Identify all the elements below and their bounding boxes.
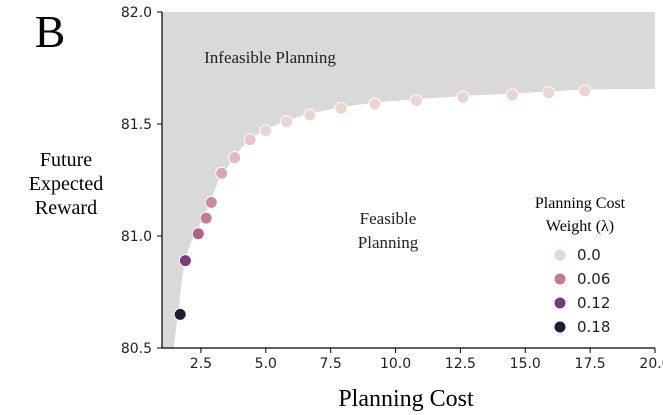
data-point-6 (228, 151, 242, 165)
y-axis-label-line2: Expected (29, 173, 103, 195)
legend-title-line2: Weight (λ) (546, 218, 614, 235)
x-tick-label-0: 2.5 (190, 356, 212, 372)
plot-area (162, 12, 655, 349)
legend-label-0: 0.0 (577, 246, 601, 264)
x-tick-label-3: 10.0 (380, 356, 411, 372)
data-point-14 (456, 90, 470, 104)
data-point-7 (243, 133, 257, 147)
data-point-16 (542, 86, 556, 100)
axes: 2.5 5.0 7.5 10.0 12.5 15.0 17.5 20.0 80.5 81.0 81.… (121, 5, 663, 372)
x-tick-label-4: 12.5 (445, 356, 476, 372)
legend-title-line1: Planning Cost (535, 195, 626, 212)
x-tick-label-1: 5.0 (255, 356, 277, 372)
data-point-10 (303, 108, 317, 122)
x-tick-label-6: 17.5 (575, 356, 606, 372)
data-point-0 (173, 307, 187, 321)
feasible-annotation-line1: Feasible (360, 209, 417, 228)
legend-label-2: 0.12 (577, 294, 610, 312)
panel-label: B (35, 6, 66, 57)
data-point-2 (191, 227, 205, 241)
legend-marker-1 (554, 273, 566, 285)
y-tick-label-2: 81.5 (121, 117, 152, 133)
data-point-17 (578, 84, 592, 98)
legend: Planning Cost Weight (λ) 0.0 0.06 0.12 0.18 (535, 195, 626, 336)
data-point-11 (334, 101, 348, 115)
frontier-line (173, 89, 655, 349)
x-tick-label-7: 20.0 (639, 356, 663, 372)
data-point-1 (178, 254, 192, 268)
legend-label-1: 0.06 (577, 270, 610, 288)
legend-marker-2 (554, 297, 566, 309)
data-point-9 (280, 115, 294, 129)
data-point-13 (409, 93, 423, 107)
data-point-8 (259, 124, 273, 138)
infeasible-annotation: Infeasible Planning (204, 48, 336, 67)
feasible-annotation-line2: Planning (358, 233, 419, 252)
x-axis-label: Planning Cost (338, 386, 474, 412)
data-points (173, 84, 592, 321)
legend-entries: 0.0 0.06 0.12 0.18 (554, 246, 610, 336)
y-tick-label-3: 82.0 (121, 5, 152, 21)
y-tick-label-0: 80.5 (121, 341, 152, 357)
y-axis-label-line1: Future (40, 149, 92, 171)
data-point-15 (505, 88, 519, 102)
infeasible-region (162, 12, 655, 348)
x-tick-label-2: 7.5 (320, 356, 342, 372)
data-point-4 (204, 195, 218, 209)
legend-marker-0 (554, 249, 566, 261)
legend-marker-3 (554, 321, 566, 333)
legend-label-3: 0.18 (577, 318, 610, 336)
data-point-3 (199, 211, 213, 225)
x-tick-label-5: 15.0 (510, 356, 541, 372)
y-tick-label-1: 81.0 (121, 229, 152, 245)
data-point-5 (215, 166, 229, 180)
y-axis-label-line3: Reward (35, 197, 97, 219)
data-point-12 (368, 97, 382, 111)
